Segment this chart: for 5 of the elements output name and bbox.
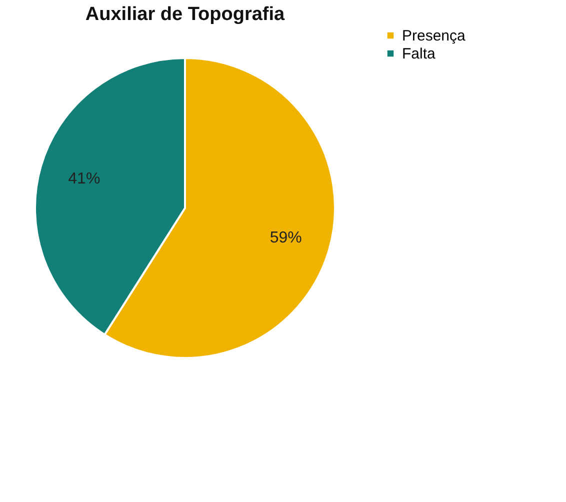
data-label: 59%	[270, 229, 302, 246]
legend-label: Presença	[402, 28, 466, 44]
chart-title: Auxiliar de Topografia	[85, 4, 286, 25]
legend-label: Falta	[402, 46, 436, 62]
data-label: 41%	[68, 170, 100, 188]
